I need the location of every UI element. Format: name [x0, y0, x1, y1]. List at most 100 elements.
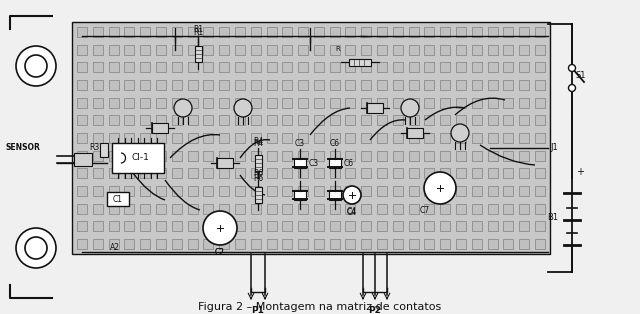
Bar [488, 221, 498, 231]
Bar [535, 45, 545, 55]
Bar [440, 151, 451, 161]
Bar [124, 80, 134, 90]
Bar [504, 45, 513, 55]
Bar [361, 186, 371, 196]
Bar [204, 62, 213, 72]
Bar [440, 98, 451, 108]
Bar [109, 239, 118, 249]
Bar [298, 115, 308, 125]
Bar [109, 80, 118, 90]
Bar [266, 151, 276, 161]
Bar [266, 80, 276, 90]
Bar [377, 45, 387, 55]
Bar [93, 168, 103, 178]
Text: R4: R4 [253, 139, 263, 148]
Bar [314, 98, 324, 108]
Text: C4: C4 [347, 207, 357, 216]
Bar [282, 204, 292, 214]
Bar [266, 115, 276, 125]
Bar [266, 27, 276, 37]
Bar [172, 221, 182, 231]
Bar [409, 168, 419, 178]
Bar [172, 62, 182, 72]
Text: +: + [576, 167, 584, 177]
Bar [456, 239, 466, 249]
Bar [377, 115, 387, 125]
Bar [235, 45, 245, 55]
Bar [93, 151, 103, 161]
Bar [109, 45, 118, 55]
Bar [93, 221, 103, 231]
Circle shape [16, 228, 56, 268]
Bar [204, 204, 213, 214]
Bar [156, 221, 166, 231]
Bar [519, 80, 529, 90]
Bar [361, 204, 371, 214]
Bar [393, 80, 403, 90]
Bar [298, 80, 308, 90]
Bar [361, 45, 371, 55]
Bar [235, 151, 245, 161]
Bar [330, 204, 340, 214]
Circle shape [424, 172, 456, 204]
Bar [409, 80, 419, 90]
Bar [314, 204, 324, 214]
Bar [472, 151, 482, 161]
Text: C3: C3 [295, 139, 305, 148]
Bar [330, 239, 340, 249]
Bar [456, 80, 466, 90]
Bar [456, 115, 466, 125]
Bar [298, 133, 308, 143]
Bar [112, 143, 164, 173]
Bar [124, 27, 134, 37]
Bar [504, 239, 513, 249]
Bar [77, 186, 87, 196]
Bar [346, 204, 355, 214]
Bar [235, 62, 245, 72]
Bar [282, 186, 292, 196]
Bar [266, 204, 276, 214]
Bar [219, 115, 229, 125]
Bar [282, 27, 292, 37]
Bar [377, 239, 387, 249]
Bar [172, 133, 182, 143]
Bar [172, 98, 182, 108]
Bar [440, 45, 451, 55]
Bar [188, 204, 198, 214]
Bar [77, 27, 87, 37]
Circle shape [343, 186, 361, 204]
Bar [409, 27, 419, 37]
Bar [361, 221, 371, 231]
Bar [346, 115, 355, 125]
Bar [330, 151, 340, 161]
Bar [172, 151, 182, 161]
Bar [519, 151, 529, 161]
Bar [124, 115, 134, 125]
Bar [346, 62, 355, 72]
Text: C3: C3 [309, 159, 319, 167]
Bar [440, 133, 451, 143]
Bar [204, 27, 213, 37]
Bar [204, 133, 213, 143]
Bar [124, 151, 134, 161]
Bar [251, 151, 260, 161]
Bar [409, 133, 419, 143]
Bar [140, 168, 150, 178]
Bar [219, 98, 229, 108]
Bar [393, 62, 403, 72]
Bar [77, 115, 87, 125]
Bar [440, 27, 451, 37]
Bar [472, 45, 482, 55]
Bar [519, 98, 529, 108]
Bar [504, 98, 513, 108]
Bar [472, 186, 482, 196]
Bar [204, 45, 213, 55]
Bar [204, 168, 213, 178]
Bar [330, 186, 340, 196]
Circle shape [234, 99, 252, 117]
Bar [235, 133, 245, 143]
Circle shape [25, 237, 47, 259]
Bar [140, 133, 150, 143]
Bar [346, 45, 355, 55]
Bar [314, 168, 324, 178]
